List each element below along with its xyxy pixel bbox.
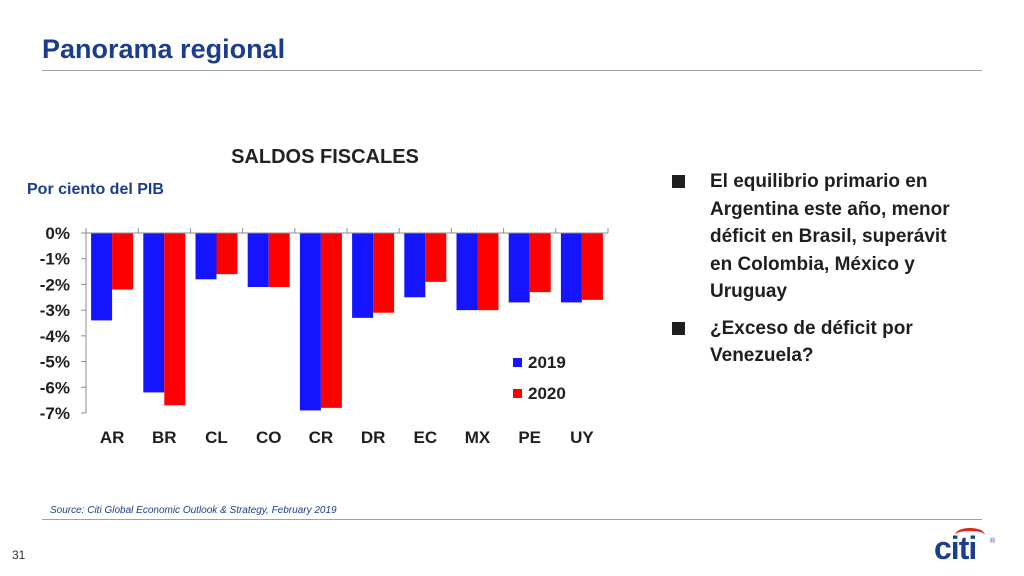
bar-2020-uy bbox=[581, 233, 603, 300]
y-tick-label: -4% bbox=[40, 327, 70, 346]
bar-2020-mx bbox=[477, 233, 499, 311]
y-tick-label: -7% bbox=[40, 404, 70, 423]
x-tick-label: CL bbox=[205, 428, 228, 447]
x-tick-label: PE bbox=[518, 428, 541, 447]
bar-2020-dr bbox=[373, 233, 395, 313]
bar-2019-co bbox=[247, 233, 269, 287]
bar-2020-co bbox=[268, 233, 290, 287]
bar-2019-dr bbox=[352, 233, 374, 318]
square-bullet-icon bbox=[672, 321, 685, 335]
page-number: 31 bbox=[12, 548, 26, 562]
title-divider bbox=[42, 70, 982, 71]
x-tick-label: MX bbox=[465, 428, 491, 447]
logo-arc-icon bbox=[955, 528, 985, 542]
bar-2019-uy bbox=[560, 233, 582, 303]
bar-2020-br bbox=[164, 233, 186, 406]
footer-divider bbox=[42, 519, 982, 520]
bullet-text: El equilibrio primario en Argentina este… bbox=[710, 171, 950, 302]
chart-title: SALDOS FISCALES bbox=[231, 146, 419, 168]
source-note: Source: Citi Global Economic Outlook & S… bbox=[50, 505, 337, 516]
x-tick-label: UY bbox=[570, 428, 594, 447]
x-tick-label: CR bbox=[309, 428, 334, 447]
legend-label-2019: 2019 bbox=[528, 353, 566, 372]
bar-2019-ar bbox=[91, 233, 113, 321]
bar-2019-cl bbox=[195, 233, 217, 280]
bullet-item: ¿Exceso de déficit por Venezuela? bbox=[672, 315, 972, 370]
bullet-text: ¿Exceso de déficit por Venezuela? bbox=[710, 317, 913, 367]
bar-2019-mx bbox=[456, 233, 478, 311]
citi-logo: citi ® bbox=[934, 526, 996, 566]
bullet-item: El equilibrio primario en Argentina este… bbox=[672, 168, 972, 306]
fiscal-balance-chart: 0% -1% -2% -3% -4% -5% -6% -7% AR BR CL CO CR DR EC MX P… bbox=[40, 224, 609, 447]
x-tick-label: BR bbox=[152, 428, 177, 447]
slide-title: Panorama regional bbox=[42, 34, 286, 64]
bar-2020-ec bbox=[425, 233, 447, 282]
bar-2020-pe bbox=[529, 233, 551, 293]
legend-label-2020: 2020 bbox=[528, 384, 566, 403]
square-bullet-icon bbox=[672, 175, 685, 188]
bar-2020-cr bbox=[320, 233, 342, 408]
bar-2019-pe bbox=[508, 233, 530, 303]
bar-2019-ec bbox=[404, 233, 426, 298]
y-tick-label: -2% bbox=[40, 275, 70, 294]
legend-swatch-2020 bbox=[513, 389, 522, 398]
y-tick-label: -1% bbox=[40, 250, 70, 269]
bar-2019-br bbox=[143, 233, 165, 393]
x-tick-label: CO bbox=[256, 428, 282, 447]
y-tick-label: 0% bbox=[45, 224, 70, 243]
y-tick-label: -5% bbox=[40, 353, 70, 372]
y-tick-label: -6% bbox=[40, 378, 70, 397]
y-tick-label: -3% bbox=[40, 301, 70, 320]
x-tick-label: DR bbox=[361, 428, 386, 447]
bar-2020-ar bbox=[112, 233, 134, 290]
bar-2019-cr bbox=[299, 233, 321, 411]
chart-y-axis-label: Por ciento del PIB bbox=[27, 181, 164, 198]
x-tick-label: EC bbox=[413, 428, 437, 447]
x-tick-label: AR bbox=[100, 428, 125, 447]
legend-swatch-2019 bbox=[513, 358, 522, 367]
registered-mark: ® bbox=[990, 538, 996, 545]
bullet-list: El equilibrio primario en Argentina este… bbox=[672, 168, 972, 379]
bar-2020-cl bbox=[216, 233, 238, 275]
